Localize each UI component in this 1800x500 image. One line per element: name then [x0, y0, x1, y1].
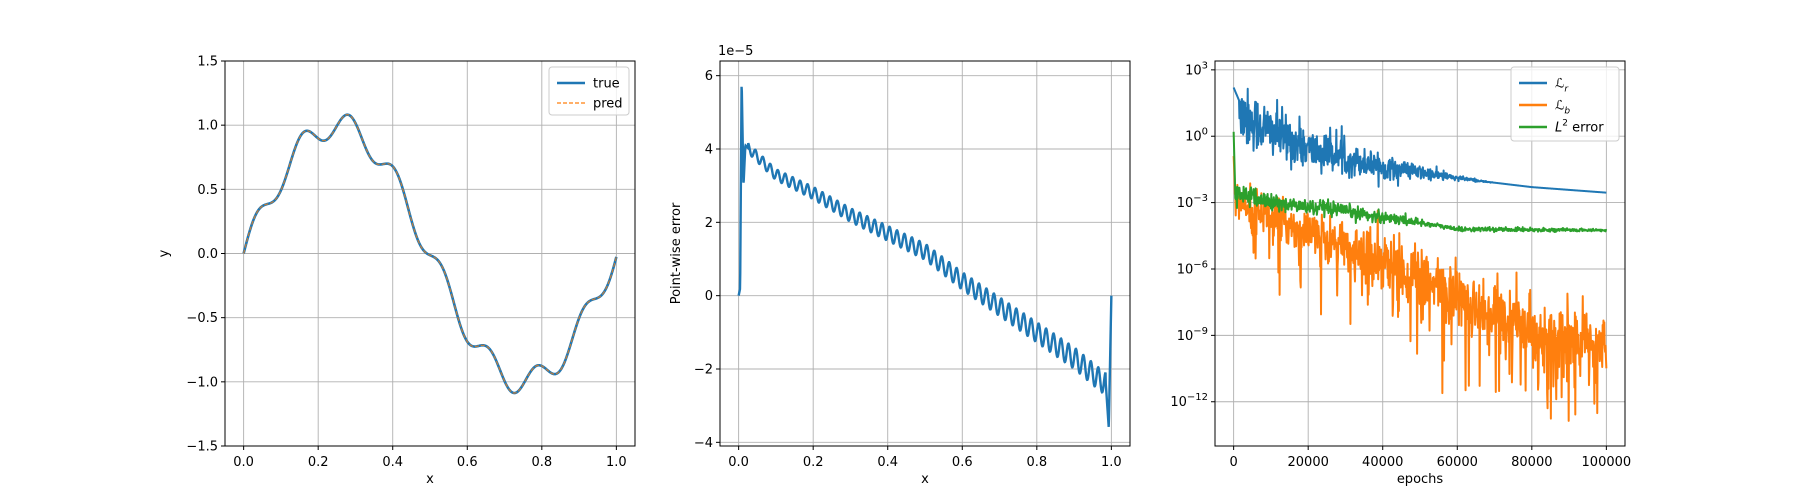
- series-line-loss-residual: [1232, 87, 1607, 194]
- y-tick-label: −0.5: [186, 311, 218, 326]
- x-tick-label: 60000: [1437, 455, 1478, 470]
- grid: [720, 61, 1130, 446]
- series-layer: [242, 113, 618, 395]
- legend-label: true: [593, 77, 620, 92]
- x-axis-label: epochs: [1397, 472, 1444, 487]
- y-tick-label: 1.5: [197, 55, 218, 70]
- x-tick-label: 0.2: [803, 455, 824, 470]
- legend-superscript: 2: [1562, 119, 1568, 129]
- y-tick-label: 0.0: [197, 247, 218, 262]
- y-tick-label: 0.5: [197, 183, 218, 198]
- x-tick-label: 20000: [1288, 455, 1329, 470]
- panel-pointwise-error: 0.0 0.2 0.4 0.6 0.8 1.0 −4 −2 0 2 4 6 x Point-wise …: [669, 44, 1131, 487]
- x-tick-label: 0.4: [877, 455, 898, 470]
- series-layer: [737, 86, 1113, 427]
- x-tick-label: 0.6: [952, 455, 973, 470]
- y-tick-exponent: −3: [1193, 193, 1208, 204]
- legend-label: ℒr: [1555, 77, 1569, 95]
- y-tick-label: −2: [694, 363, 713, 378]
- x-axis-label: x: [921, 472, 929, 487]
- y-axis-label: y: [157, 249, 172, 257]
- x-axis-label: x: [426, 472, 434, 487]
- y-tick-exponent: 3: [1202, 60, 1208, 71]
- legend-subscript: r: [1564, 85, 1569, 95]
- y-tick-exponent: 0: [1202, 127, 1208, 138]
- tick-layer: 0.0 0.2 0.4 0.6 0.8 1.0 −1.5 −1.0 −0.5 0.0 0.5 1.0 1…: [186, 55, 626, 471]
- series-line-error: [737, 86, 1113, 427]
- x-tick-label: 0: [1229, 455, 1237, 470]
- x-tick-label: 0.8: [531, 455, 552, 470]
- x-tick-label: 40000: [1362, 455, 1403, 470]
- legend-symbol: L: [1555, 121, 1562, 136]
- plot-frame: [719, 60, 1131, 447]
- y-tick-label: 1.0: [197, 119, 218, 134]
- x-tick-label: 0.8: [1026, 455, 1047, 470]
- legend-symbol: ℒ: [1555, 77, 1564, 92]
- y-tick-label: 0: [705, 289, 713, 304]
- y-tick-label: −1.5: [186, 440, 218, 455]
- legend-label: ℒb: [1555, 99, 1570, 117]
- y-tick-label: 2: [705, 216, 713, 231]
- legend: true pred: [548, 66, 630, 116]
- x-tick-label: 1.0: [606, 455, 627, 470]
- panel-signal: 0.0 0.2 0.4 0.6 0.8 1.0 −1.5 −1.0 −0.5 0.0 0.5 1.0 1…: [157, 55, 636, 487]
- y-tick-label: −4: [694, 436, 713, 451]
- y-tick-label: −1.0: [186, 375, 218, 390]
- y-tick-exponent: −6: [1193, 259, 1208, 270]
- legend-label: pred: [593, 97, 623, 112]
- legend-label: L2 error: [1555, 119, 1604, 136]
- series-line-loss-boundary: [1232, 156, 1608, 422]
- y-axis-label: Point-wise error: [669, 202, 684, 304]
- series-line-l2-error: [1232, 131, 1608, 234]
- y-tick-exponent: −9: [1193, 326, 1208, 337]
- y-tick-label: 6: [705, 69, 713, 84]
- y-tick-exponent: −12: [1187, 392, 1208, 403]
- x-tick-label: 0.0: [233, 455, 254, 470]
- x-tick-label: 0.0: [728, 455, 749, 470]
- legend-box: [1510, 66, 1620, 142]
- series-layer: [1232, 87, 1608, 422]
- y-offset-text: 1e−5: [718, 44, 753, 59]
- legend-subscript: b: [1564, 107, 1570, 117]
- x-tick-label: 100000: [1582, 455, 1632, 470]
- x-tick-label: 80000: [1511, 455, 1552, 470]
- x-tick-label: 1.0: [1101, 455, 1122, 470]
- legend-symbol: ℒ: [1555, 99, 1564, 114]
- y-tick-label: 4: [705, 143, 713, 158]
- panel-training-loss: 0 20000 40000 60000 80000 10000010−1210−910−6…: [1170, 60, 1631, 487]
- x-tick-label: 0.2: [308, 455, 329, 470]
- legend-suffix: error: [1568, 121, 1604, 136]
- series-line-pred: [243, 114, 617, 394]
- plot-frame: [1214, 60, 1626, 447]
- x-tick-label: 0.6: [457, 455, 478, 470]
- x-tick-label: 0.4: [382, 455, 403, 470]
- tick-layer: 0 20000 40000 60000 80000 10000010−1210−910−6…: [1170, 60, 1631, 470]
- grid: [225, 60, 635, 447]
- tick-layer: 0.0 0.2 0.4 0.6 0.8 1.0 −4 −2 0 2 4 6: [694, 69, 1122, 470]
